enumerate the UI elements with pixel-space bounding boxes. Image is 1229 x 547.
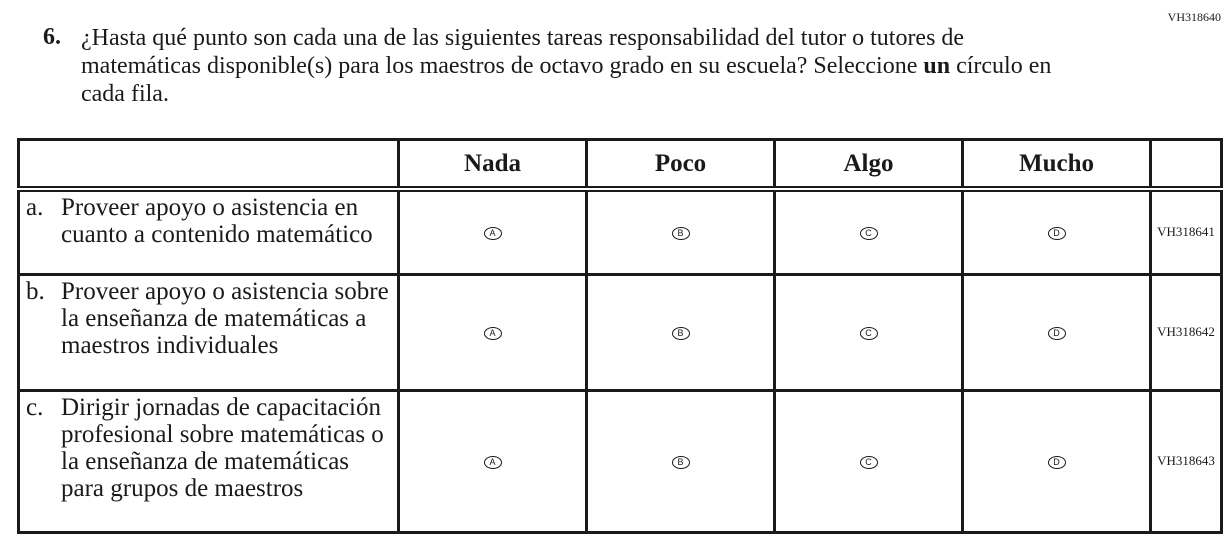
answer-bubble-c[interactable]: C xyxy=(859,456,878,469)
item-cell: c. Dirigir jornadas de capacitación profe… xyxy=(17,388,400,534)
answer-bubble-c[interactable]: C xyxy=(859,327,878,340)
question-text: ¿Hasta qué punto son cada una de las sig… xyxy=(81,24,1061,108)
answer-bubble-b[interactable]: B xyxy=(671,456,690,469)
answer-bubble-d[interactable]: D xyxy=(1047,227,1066,241)
item-code: VH318643 xyxy=(1149,388,1223,534)
item-cell: a. Proveer apoyo o asistencia en cuanto a… xyxy=(17,187,400,276)
answer-bubble-d[interactable]: D xyxy=(1047,456,1066,469)
item-code: VH318641 xyxy=(1149,187,1223,276)
option-cell: A xyxy=(397,388,588,534)
item-code: VH318642 xyxy=(1149,272,1223,392)
option-cell: D xyxy=(961,388,1152,534)
question-number: 6. xyxy=(43,24,61,50)
option-cell: D xyxy=(961,187,1152,276)
header-algo: Algo xyxy=(773,138,964,192)
response-table: Nada Poco Algo Mucho a. Proveer apoyo o a… xyxy=(17,138,1223,534)
header-row: Nada Poco Algo Mucho xyxy=(17,138,1223,192)
answer-bubble-a[interactable]: A xyxy=(483,327,502,340)
item-text: Proveer apoyo o asistencia sobre la ense… xyxy=(61,277,389,359)
item-cell: b. Proveer apoyo o asistencia sobre la en… xyxy=(17,272,400,392)
item-text: Proveer apoyo o asistencia en cuanto a c… xyxy=(61,194,373,248)
header-poco: Poco xyxy=(585,138,776,192)
answer-bubble-a[interactable]: A xyxy=(483,227,502,241)
option-cell: D xyxy=(961,272,1152,392)
question-text-emphasis: un xyxy=(923,53,951,79)
option-cell: B xyxy=(585,272,776,392)
option-cell: A xyxy=(397,272,588,392)
item-letter: c. xyxy=(26,393,44,421)
header-blank xyxy=(17,138,400,192)
option-cell: C xyxy=(773,187,964,276)
answer-bubble-c[interactable]: C xyxy=(859,227,878,241)
header-nada: Nada xyxy=(397,138,588,192)
option-cell: C xyxy=(773,272,964,392)
table-row: b. Proveer apoyo o asistencia sobre la en… xyxy=(17,272,1223,392)
question-text-part: círculo en cada fila. xyxy=(81,53,1052,107)
option-cell: B xyxy=(585,388,776,534)
item-text: Dirigir jornadas de capacitación profesi… xyxy=(61,393,384,502)
item-letter: b. xyxy=(26,277,45,305)
answer-bubble-a[interactable]: A xyxy=(483,456,502,469)
header-mucho: Mucho xyxy=(961,138,1152,192)
table-row: a. Proveer apoyo o asistencia en cuanto a… xyxy=(17,187,1223,276)
option-cell: A xyxy=(397,187,588,276)
answer-bubble-d[interactable]: D xyxy=(1047,327,1066,340)
option-cell: B xyxy=(585,187,776,276)
table-row: c. Dirigir jornadas de capacitación profe… xyxy=(17,388,1223,534)
answer-bubble-b[interactable]: B xyxy=(671,327,690,340)
answer-bubble-b[interactable]: B xyxy=(671,227,690,241)
header-code xyxy=(1149,138,1223,192)
question-id: VH318640 xyxy=(1167,10,1221,24)
question-text-part: ¿Hasta qué punto son cada una de las sig… xyxy=(81,25,965,79)
item-letter: a. xyxy=(26,194,44,221)
option-cell: C xyxy=(773,388,964,534)
